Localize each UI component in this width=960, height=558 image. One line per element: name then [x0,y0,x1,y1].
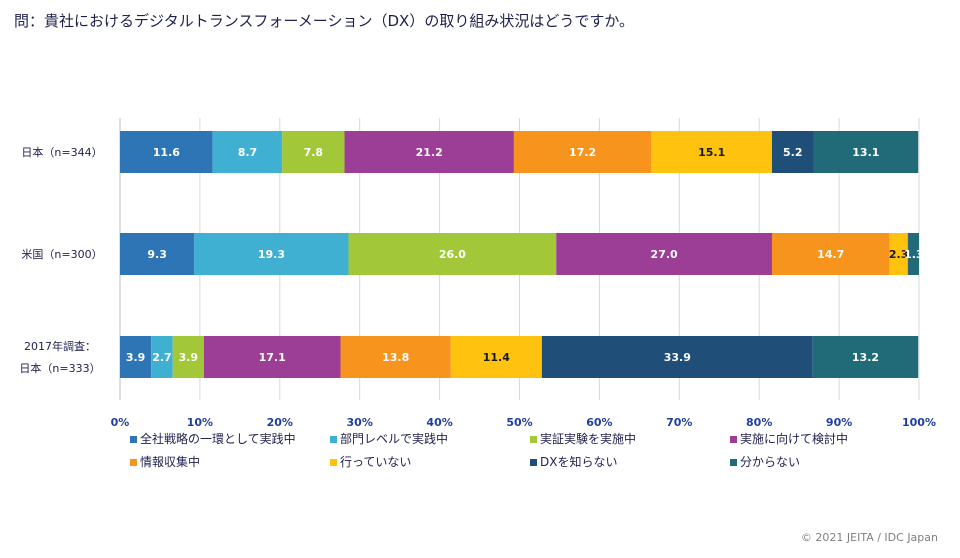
bar-segment [889,233,908,275]
x-tick-label: 90% [826,416,852,429]
bar-segment [120,131,213,173]
bar-segment [771,131,814,173]
data-label: 8.7 [238,146,258,159]
legend-entry: 実施に向けて検討中 [740,431,848,446]
category-label: 日本（n=333） [19,361,100,375]
axis-tick-labels: 0% 10% 20% 30% 40% 50% 60% 70% 80% 90% 100% [111,416,936,429]
legend-entry: 部門レベルで実践中 [340,431,448,446]
data-label: 3.9 [179,351,199,364]
data-label: 11.4 [483,351,510,364]
legend-entry: 全社戦略の一環として実践中 [140,431,296,446]
bar-segment [908,233,919,275]
legend-entry: 実証実験を実施中 [540,431,636,446]
bars: 11.6 8.7 7.8 21.2 17.2 15.1 5.2 13.1 9.3 19.3 26.0… [120,131,924,378]
data-label: 33.9 [664,351,691,364]
bar-segment [120,233,195,275]
bar-segment [513,131,652,173]
data-label: 17.2 [569,146,596,159]
x-tick-label: 20% [267,416,293,429]
data-label: 13.2 [852,351,879,364]
bar-segment [194,233,349,275]
bar-segment [348,233,557,275]
category-label: 日本（n=344） [21,145,102,159]
bar-segment [450,336,542,378]
legend-swatch [730,436,737,443]
data-label: 15.1 [698,146,725,159]
data-label: 13.1 [852,146,879,159]
x-tick-label: 10% [187,416,213,429]
category-label: 2017年調査： [24,339,96,353]
bar-segment [812,336,919,378]
data-label: 17.1 [259,351,286,364]
bar-segment [556,233,772,275]
x-tick-label: 40% [426,416,452,429]
data-label: 1.3 [904,248,924,261]
legend-entry: 分からない [740,455,800,469]
data-label: 2.3 [889,248,909,261]
bar-segment [651,131,772,173]
data-label: 26.0 [439,248,466,261]
data-label: 27.0 [651,248,678,261]
bar-segment [907,233,909,275]
legend-swatch [130,459,137,466]
data-label: 5.2 [783,146,803,159]
x-tick-label: 80% [746,416,772,429]
bar-segment [120,336,152,378]
legend-swatch [730,459,737,466]
data-label: 13.8 [382,351,409,364]
legend-entry: DXを知らない [540,455,617,469]
bar-segment [172,336,204,378]
x-tick-label: 0% [111,416,130,429]
data-label: 3.9 [126,351,146,364]
legend-swatch [530,459,537,466]
bar-segment [151,336,173,378]
question-title: 問：貴社におけるデジタルトランスフォーメーション（DX）の取り組み状況はどうです… [14,12,635,30]
legend: 全社戦略の一環として実践中 部門レベルで実践中 実証実験を実施中 実施に向けて検討中情… [130,431,848,469]
data-label: 7.8 [304,146,324,159]
data-label: 9.3 [147,248,167,261]
x-tick-label: 100% [902,416,936,429]
data-label: 19.3 [258,248,285,261]
category-label: 米国（n=300） [21,248,102,261]
category-labels: 日本（n=344） 米国（n=300） 2017年調査： 日本（n=333） [19,145,102,375]
bar-segment [340,336,451,378]
bar-segment [344,131,514,173]
legend-entry: 行っていない [340,455,411,469]
legend-swatch [130,436,137,443]
bar-segment [282,131,345,173]
legend-entry: 情報収集中 [140,454,200,469]
bar-segment [813,131,919,173]
legend-swatch [330,459,337,466]
bar-segment [203,336,341,378]
data-label: 11.6 [153,146,180,159]
bar-segment [541,336,813,378]
legend-swatch [330,436,337,443]
x-tick-label: 50% [506,416,532,429]
data-label: 2.7 [152,351,172,364]
data-label: 21.2 [416,146,443,159]
bar-segment [771,233,890,275]
data-label: 14.7 [817,248,844,261]
x-tick-label: 60% [586,416,612,429]
x-tick-label: 70% [666,416,692,429]
x-tick-label: 30% [347,416,373,429]
bar-segment [212,131,283,173]
copyright-credit: © 2021 JEITA / IDC Japan [800,531,938,544]
legend-swatch [530,436,537,443]
